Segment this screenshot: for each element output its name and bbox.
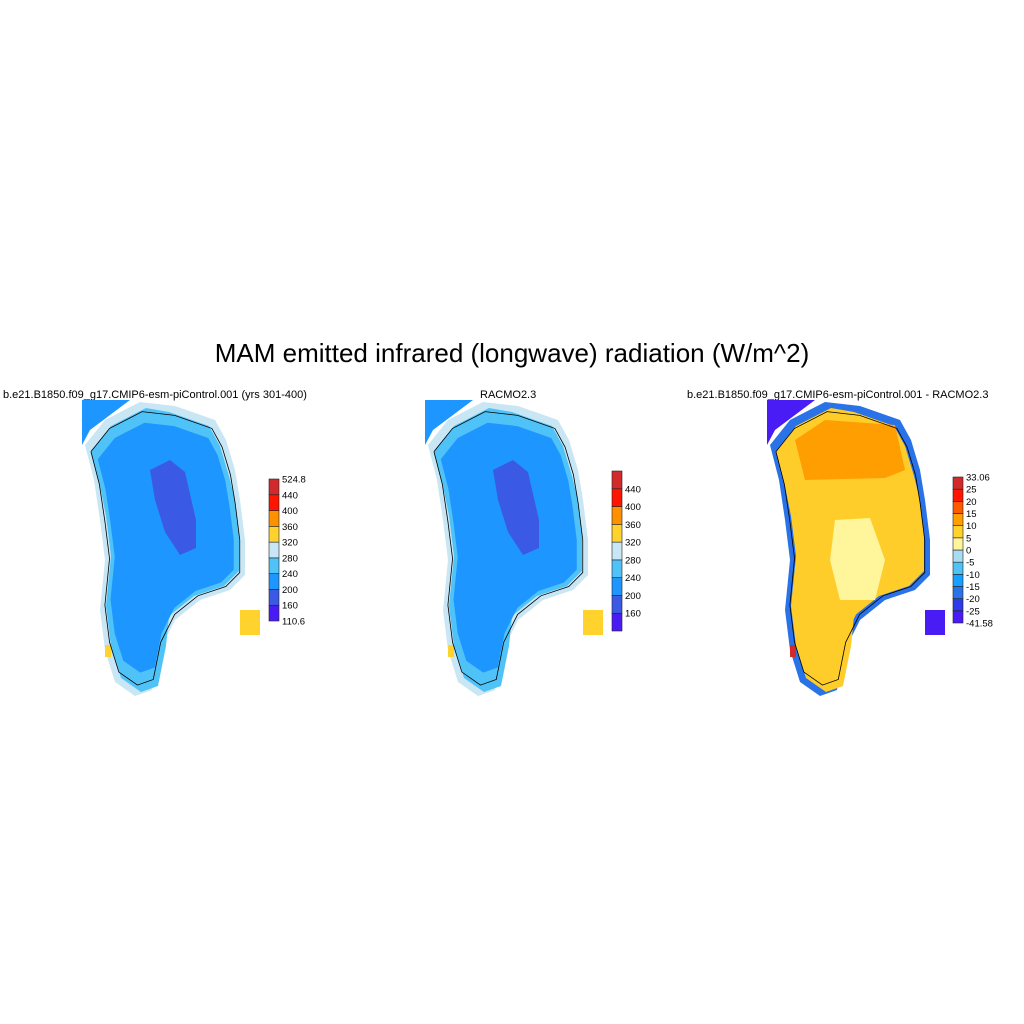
colorbar-box <box>611 559 623 578</box>
colorbar-tick-label: 5 <box>966 533 971 544</box>
colorbar-box <box>952 501 964 514</box>
colorbar-tick-label: 20 <box>966 497 977 508</box>
colorbar-box <box>268 589 280 606</box>
colorbar-box <box>952 525 964 539</box>
colorbar-box <box>952 598 964 612</box>
positive-anomaly-region <box>795 420 905 480</box>
colorbar-tick-label: 280 <box>282 553 298 564</box>
south-tip-region <box>448 645 454 657</box>
colorbar-box <box>952 574 964 587</box>
colorbar-tick-label: 110.6 <box>282 617 305 628</box>
colorbar-tick-label: 160 <box>282 601 298 612</box>
colorbar-tick-label: 320 <box>625 538 641 549</box>
south-tip-region <box>105 645 111 657</box>
colorbar-tick-label: 440 <box>282 490 298 501</box>
colorbar-tick-label: 440 <box>625 484 641 495</box>
interior-low-region <box>150 460 196 555</box>
colorbar-box <box>611 470 623 490</box>
colorbar-tick-label: 524.8 <box>282 475 306 486</box>
figure-title: MAM emitted infrared (longwave) radiatio… <box>214 338 810 368</box>
colorbar-tick-label: -20 <box>966 594 980 605</box>
colorbar-box <box>268 541 280 559</box>
colorbar-tick-label: -25 <box>966 606 980 617</box>
colorbar-tick-label: 360 <box>282 522 298 533</box>
colorbar-box <box>952 561 964 575</box>
colorbar-tick-label: 280 <box>625 555 641 566</box>
coastline <box>433 411 584 686</box>
colorbar-tick-label: -5 <box>966 558 974 569</box>
colorbar-tick-label: 360 <box>625 520 641 531</box>
colorbar-tick-label: 200 <box>625 591 641 602</box>
colorbar-box <box>611 506 623 525</box>
iceland-region <box>583 610 603 635</box>
colorbar-box <box>611 541 623 561</box>
colorbar-box <box>952 537 964 551</box>
colorbar-tick-label: 33.06 <box>966 473 990 484</box>
panel-3-title: b.e21.B1850.f09_g17.CMIP6-esm-piControl.… <box>687 389 989 401</box>
colorbar-box <box>268 557 280 574</box>
south-tip-region <box>790 645 796 657</box>
panel-2-title: RACMO2.3 <box>480 389 537 401</box>
colorbar-box <box>268 494 280 511</box>
ice-sheet-region <box>440 422 577 673</box>
colorbar-box <box>611 524 623 543</box>
colorbar-box <box>268 478 280 496</box>
colorbar-box <box>952 513 964 526</box>
map-panel-3 <box>767 400 945 696</box>
colorbar-tick-label: 240 <box>625 573 641 584</box>
panel-1-title: b.e21.B1850.f09_g17.CMIP6-esm-piControl.… <box>3 389 307 401</box>
colorbar-2: 160 200 240 280 320 360 400 440 <box>611 470 641 632</box>
colorbar-tick-label: 0 <box>966 546 971 557</box>
colorbar-box <box>611 612 623 632</box>
colorbar-tick-label: -41.58 <box>966 619 993 630</box>
interior-low-region <box>493 460 539 555</box>
colorbar-tick-label: 400 <box>625 502 641 513</box>
iceland-region <box>925 610 945 635</box>
map-panel-2 <box>425 400 603 696</box>
ellesmere-region <box>767 400 815 445</box>
colorbar-box <box>268 604 280 622</box>
colorbar-box <box>952 488 964 502</box>
colorbar-tick-label: 320 <box>282 538 298 549</box>
ice-sheet-region <box>97 422 234 673</box>
map-panel-1 <box>82 400 260 696</box>
colorbar-tick-label: 15 <box>966 509 977 520</box>
iceland-region <box>240 610 260 635</box>
ellesmere-region <box>425 400 473 445</box>
colorbar-box <box>268 573 280 590</box>
colorbar-tick-label: 400 <box>282 506 298 517</box>
colorbar-tick-label: 160 <box>625 609 641 620</box>
colorbar-tick-label: 25 <box>966 485 977 496</box>
colorbar-box <box>611 577 623 596</box>
ellesmere-region <box>82 400 130 445</box>
colorbar-tick-label: 10 <box>966 521 977 532</box>
colorbar-tick-label: 200 <box>282 585 298 596</box>
colorbar-tick-label: -15 <box>966 582 980 593</box>
colorbar-box <box>952 476 964 490</box>
colorbar-box <box>952 586 964 599</box>
colorbar-box <box>268 510 280 527</box>
colorbar-box <box>611 488 623 507</box>
colorbar-tick-label: -10 <box>966 570 980 581</box>
colorbar-1: 110.6 160 200 240 280 320 360 400 440 524.8 <box>268 475 306 628</box>
colorbar-box <box>952 610 964 624</box>
coastline <box>90 411 241 686</box>
colorbar-box <box>952 549 964 563</box>
colorbar-tick-label: 240 <box>282 569 298 580</box>
coastline <box>775 411 926 686</box>
colorbar-box <box>268 526 280 543</box>
colorbar-box <box>611 595 623 614</box>
near-zero-region <box>830 518 885 600</box>
